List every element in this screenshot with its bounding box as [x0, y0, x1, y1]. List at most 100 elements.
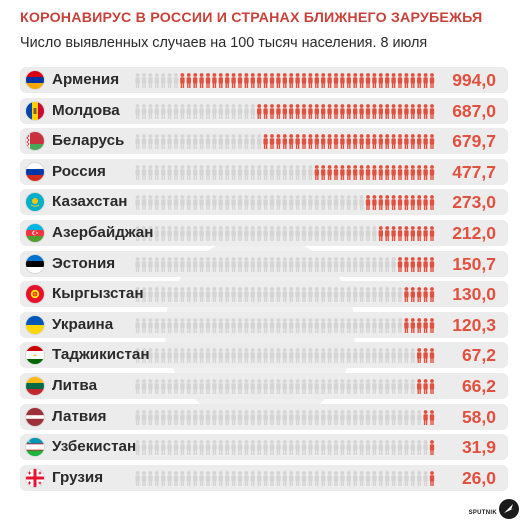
person-mark [135, 480, 138, 486]
person-mark [244, 113, 247, 119]
person-mark [301, 138, 307, 145]
person-mark [244, 83, 247, 88]
person-mark [176, 297, 178, 303]
person-mark [289, 322, 294, 329]
person-mark [381, 113, 383, 119]
person-mark [374, 174, 377, 180]
person-mark [231, 297, 234, 303]
person-mark [304, 297, 306, 303]
person-mark [257, 107, 262, 115]
person-mark [161, 409, 166, 414]
person-mark [189, 144, 191, 150]
person-mark [135, 291, 140, 298]
person-mark [195, 205, 197, 211]
person-mark [340, 352, 345, 359]
person-mark [206, 144, 208, 150]
person-mark [148, 383, 153, 390]
person-mark [423, 195, 428, 200]
person-mark [250, 291, 255, 298]
person-mark [308, 164, 313, 169]
people-bar [135, 409, 435, 425]
person-mark [400, 205, 402, 211]
country-label: Армения [52, 71, 120, 88]
person-mark [225, 77, 230, 84]
person-mark [155, 358, 157, 364]
person-mark [385, 389, 387, 394]
person-mark [321, 256, 326, 261]
person-mark [263, 205, 266, 211]
person-mark [221, 205, 223, 211]
person-mark [378, 475, 383, 482]
person-mark [321, 297, 323, 303]
person-mark [135, 256, 140, 261]
person-mark [340, 236, 343, 241]
person-mark [263, 379, 268, 383]
person-mark [361, 174, 364, 180]
person-mark [272, 266, 274, 272]
person-mark [397, 413, 403, 421]
person-mark [417, 199, 422, 206]
person-mark [340, 113, 343, 119]
person-mark [378, 73, 383, 77]
person-mark [250, 322, 255, 329]
person-mark [327, 73, 332, 77]
person-mark [417, 287, 422, 292]
person-mark [393, 144, 396, 150]
person-mark [225, 138, 230, 145]
person-mark [372, 256, 377, 261]
person-mark [272, 236, 274, 241]
person-mark [297, 174, 300, 180]
person-mark [135, 352, 140, 359]
person-mark [169, 327, 172, 333]
person-mark [430, 205, 432, 211]
person-mark [398, 419, 400, 425]
person-mark [276, 358, 279, 364]
person-mark [423, 287, 428, 292]
person-mark [225, 83, 227, 88]
person-mark [315, 358, 317, 364]
person-mark [212, 383, 217, 390]
person-mark [308, 322, 313, 329]
person-mark [301, 199, 307, 206]
person-mark [346, 291, 351, 298]
person-mark [212, 297, 215, 303]
person-mark [285, 236, 287, 241]
person-mark [333, 169, 339, 176]
person-mark [366, 174, 368, 180]
person-mark [353, 144, 355, 150]
person-mark [398, 297, 400, 303]
person-mark [317, 144, 319, 150]
person-mark [393, 327, 396, 333]
person-mark [206, 419, 208, 425]
person-mark [263, 134, 268, 139]
person-mark [423, 383, 428, 390]
person-mark [169, 236, 172, 241]
person-mark [372, 450, 375, 456]
person-mark [167, 383, 172, 390]
person-mark [212, 103, 217, 108]
person-mark [231, 138, 236, 145]
person-mark [404, 317, 409, 322]
person-mark [385, 113, 387, 119]
person-mark [314, 256, 319, 261]
person-mark [429, 291, 435, 298]
person-mark [189, 174, 191, 180]
person-mark [263, 358, 266, 364]
person-mark [189, 480, 191, 486]
person-mark [295, 379, 300, 383]
person-mark [167, 358, 170, 364]
person-mark [270, 287, 274, 292]
person-mark [141, 77, 147, 84]
person-mark [295, 287, 300, 292]
person-mark [398, 287, 402, 292]
person-mark [212, 226, 217, 230]
person-mark [276, 169, 281, 176]
person-mark [199, 383, 204, 390]
person-mark [432, 236, 434, 241]
person-mark [263, 230, 268, 237]
person-mark [163, 297, 165, 303]
person-mark [355, 144, 357, 150]
person-mark [385, 169, 390, 176]
person-mark [238, 409, 242, 414]
person-mark [283, 450, 285, 456]
